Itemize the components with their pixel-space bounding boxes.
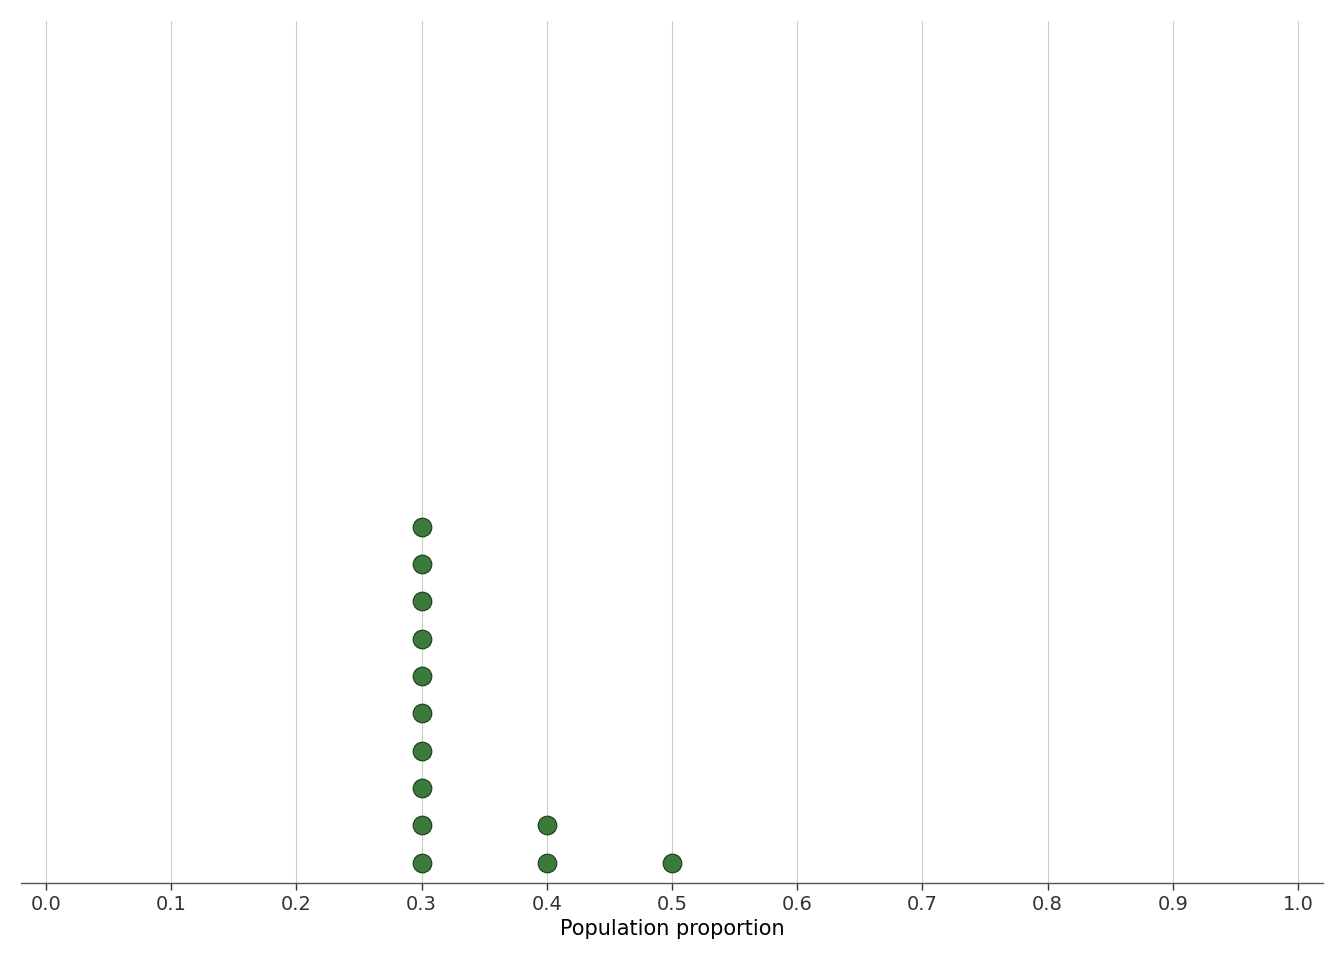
X-axis label: Population proportion: Population proportion (559, 919, 785, 939)
Point (411, 518, 433, 534)
Point (411, 631, 433, 646)
Point (536, 855, 558, 871)
Point (411, 593, 433, 609)
Point (536, 818, 558, 833)
Point (411, 556, 433, 571)
Point (411, 706, 433, 721)
Point (411, 668, 433, 684)
Point (411, 743, 433, 758)
Point (661, 855, 683, 871)
Point (411, 818, 433, 833)
Point (411, 780, 433, 796)
Point (411, 855, 433, 871)
